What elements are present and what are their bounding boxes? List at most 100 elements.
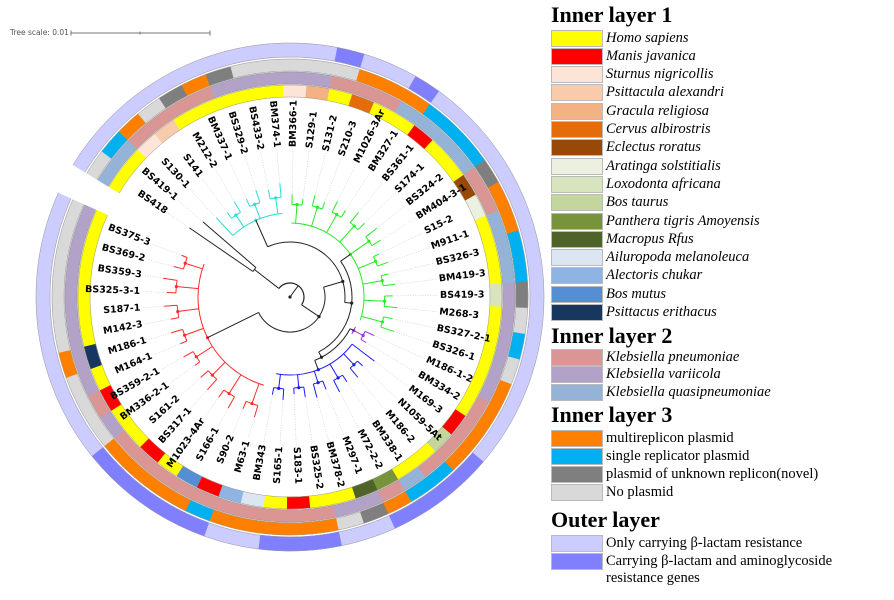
- leaf-label: S183-1: [291, 447, 304, 485]
- legend-item-lo: Loxodonta africana: [551, 175, 721, 193]
- legend-swatch: [551, 194, 603, 212]
- tree-branch: [349, 212, 359, 223]
- tree-branch: [351, 343, 375, 362]
- leaf-guide-line: [204, 397, 219, 418]
- tree-branch: [183, 351, 194, 358]
- ring-segment-inner2: [502, 281, 516, 308]
- leaf-guide-line: [191, 389, 208, 408]
- tree-node: [295, 202, 299, 207]
- leaf-guide-line: [302, 150, 310, 200]
- leaf-guide-line: [148, 332, 172, 341]
- legend-item-uk: plasmid of unknown replicon(novel): [551, 465, 818, 483]
- leaf-label: BS433-2: [246, 105, 266, 151]
- tree-branch: [322, 380, 327, 390]
- tree-node: [253, 202, 257, 206]
- leaf-guide-line: [374, 360, 409, 387]
- tree-scale-bar: [70, 30, 211, 36]
- tree-branch: [297, 374, 300, 388]
- tree-node: [194, 355, 198, 359]
- leaf-label: BS419-3: [440, 289, 485, 300]
- leaf-guide-line: [305, 396, 313, 444]
- legend-item-kv: Klebsiella variicola: [551, 366, 721, 384]
- leaf-guide-line: [146, 259, 174, 267]
- leaf-guide-line: [179, 377, 201, 397]
- tree-branch: [200, 370, 209, 378]
- tree-branch: [267, 241, 346, 303]
- legend-swatch: [551, 66, 603, 84]
- ring-border: [49, 56, 531, 538]
- leaf-guide-line: [244, 155, 257, 191]
- legend-item-sr: single replicator plasmid: [551, 447, 749, 465]
- ring-border: [63, 70, 517, 524]
- tree-branch: [349, 367, 359, 378]
- tree-branch: [271, 387, 275, 395]
- ring-segment-inner1: [263, 495, 288, 510]
- leaf-label: S131-2: [320, 114, 340, 153]
- leaf-guide-line: [160, 356, 184, 370]
- leaf-label: BS326-3: [435, 247, 481, 268]
- legend-label: Alectoris chukar: [606, 267, 703, 284]
- legend-label: Cervus albirostris: [606, 121, 711, 137]
- leaf-guide-line: [260, 151, 269, 191]
- tree-node: [227, 391, 231, 396]
- leaf-label: BM374-1: [267, 100, 282, 148]
- tree-node: [174, 284, 178, 289]
- legend-swatch: [551, 534, 603, 552]
- tree-node: [277, 386, 281, 391]
- legend-swatch: [551, 175, 603, 193]
- tree-branch: [314, 328, 351, 361]
- tree-branch: [342, 374, 348, 383]
- tree-node: [335, 213, 339, 217]
- legend-label: Panthera tigris Amoyensis: [606, 212, 760, 229]
- tree-branch: [254, 269, 280, 289]
- leaf-guide-line: [169, 365, 196, 384]
- legend-swatch: [551, 230, 603, 248]
- tree-branch: [289, 285, 299, 298]
- legend-label: Klebsiella quasipneumoniae: [606, 384, 771, 401]
- tree-branch: [189, 227, 254, 272]
- leaf-guide-line: [316, 397, 329, 441]
- legend-item-h: Homo sapiens: [551, 29, 689, 47]
- leaf-guide-line: [314, 153, 326, 196]
- ring-segment-inner2: [64, 276, 79, 302]
- legend-label: Manis javanica: [606, 47, 696, 64]
- tree-branch: [362, 280, 383, 285]
- tree-node: [380, 279, 384, 283]
- tree-branch: [329, 363, 339, 379]
- leaf-guide-line: [387, 262, 435, 275]
- tree-branch: [181, 254, 188, 258]
- tree-branch: [314, 360, 319, 370]
- legend-swatch: [551, 465, 603, 483]
- leaf-guide-line: [276, 149, 281, 184]
- tree-branch: [177, 308, 199, 312]
- tree-node: [315, 205, 319, 209]
- leaf-guide-line: [362, 365, 398, 400]
- ring-segment-inner1: [78, 254, 95, 280]
- tree-branch: [360, 338, 367, 343]
- tree-branch: [275, 197, 279, 214]
- legend-title-outer-layer: Outer layer: [551, 507, 660, 532]
- leaf-guide-line: [263, 394, 273, 443]
- leaf-guide-line: [153, 343, 181, 356]
- leaf-guide-line: [387, 247, 430, 263]
- leaf-guide-line: [232, 408, 244, 434]
- tree-node: [234, 213, 238, 217]
- leaf-guide-line: [394, 278, 437, 285]
- tree-node: [183, 261, 187, 265]
- tree-node: [176, 309, 180, 314]
- leaf-guide-line: [394, 331, 431, 344]
- leaf-guide-line: [215, 169, 235, 203]
- tree-node: [380, 320, 384, 324]
- ring-segment-inner1: [77, 300, 92, 325]
- leaf-guide-line: [376, 204, 407, 229]
- legend-label: Bos taurus: [606, 194, 669, 211]
- tree-branch: [295, 204, 298, 224]
- tree-branch: [312, 383, 318, 398]
- legend-label: plasmid of unknown replicon(novel): [606, 465, 819, 482]
- tree-branch: [377, 261, 388, 267]
- legend-label: Psittacus erithacus: [606, 304, 717, 320]
- leaf-guide-line: [279, 399, 284, 445]
- legend-swatch: [551, 304, 603, 321]
- circular-phylogenetic-tree: BS375-3BS369-2BS359-3BS325-3-1S187-1M142…: [35, 30, 545, 552]
- leaf-guide-line: [142, 305, 165, 309]
